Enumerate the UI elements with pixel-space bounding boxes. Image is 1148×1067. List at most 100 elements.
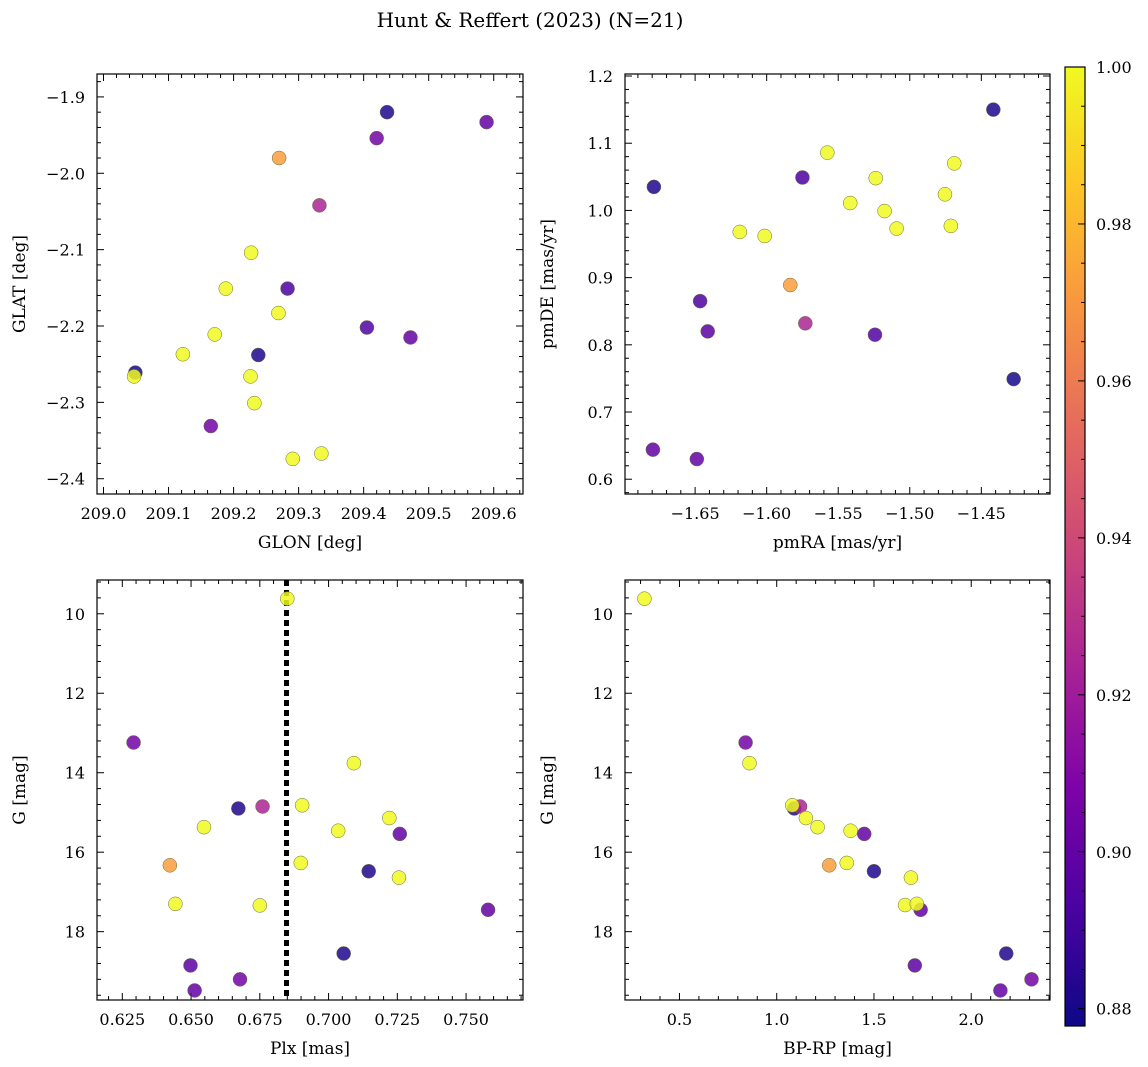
data-point: [700, 324, 715, 339]
data-point: [839, 855, 854, 871]
data-point: [232, 972, 248, 987]
plot-frame: [96, 73, 524, 495]
data-point: [637, 591, 652, 606]
y-tick-label: 0.9: [588, 269, 613, 288]
data-point: [126, 369, 142, 384]
data-point: [336, 946, 351, 961]
data-points: [637, 591, 1039, 998]
data-point: [798, 810, 814, 826]
data-point: [203, 418, 219, 434]
x-tick-label: 209.0: [81, 504, 127, 523]
x-tick-label: 0.725: [374, 1010, 420, 1029]
y-tick-label: 1.0: [588, 201, 613, 220]
plot-frame: [624, 579, 1051, 1001]
y-tick-label: −2.0: [46, 164, 85, 183]
data-point: [314, 446, 329, 461]
y-tick-label: 16: [593, 843, 613, 862]
data-point: [218, 281, 234, 296]
data-point: [392, 826, 408, 842]
y-tick-label: 12: [593, 684, 613, 703]
colorbar: 0.88 0.90 0.92 0.94 0.96 0.98 1.00: [1064, 58, 1132, 1027]
data-point: [361, 864, 376, 879]
data-point: [369, 130, 384, 146]
data-point: [757, 228, 772, 244]
x-tick-label: 1.0: [764, 1010, 789, 1029]
data-point: [907, 958, 923, 973]
data-point: [280, 591, 295, 606]
data-point: [271, 305, 286, 321]
scatter-panel-3: 0.625 0.650 0.675 0.700 0.725 0.750 10 12 14 16 18…: [10, 579, 524, 1059]
y-tick-label: −2.3: [46, 393, 85, 412]
y-tick-label: 18: [65, 923, 85, 942]
data-points: [645, 102, 1021, 467]
data-point: [998, 946, 1014, 961]
colorbar-tick-label: 0.98: [1096, 215, 1132, 234]
data-point: [843, 823, 858, 838]
x-tick-label: 0.650: [168, 1010, 214, 1029]
y-tick-label: 16: [65, 843, 85, 862]
data-point: [162, 858, 178, 873]
y-tick-label: 10: [593, 605, 613, 624]
data-point: [255, 799, 270, 814]
tick-marks: [625, 580, 1050, 1000]
data-point: [842, 195, 858, 211]
x-tick-label: 1.5: [861, 1010, 886, 1029]
y-tick-label: 14: [593, 764, 613, 783]
y-axis-label: GLAT [deg]: [10, 235, 30, 333]
data-point: [810, 819, 825, 835]
y-tick-label: 1.1: [588, 134, 613, 153]
data-point: [821, 858, 837, 873]
colorbar-gradient: [1064, 66, 1086, 1027]
data-point: [645, 442, 661, 457]
x-tick-label: 209.2: [211, 504, 257, 523]
data-point: [732, 224, 748, 240]
tick-marks: [97, 74, 523, 495]
x-tick-label: 0.625: [99, 1010, 145, 1029]
y-tick-label: 0.7: [588, 403, 613, 422]
x-tick-label: 2.0: [958, 1010, 983, 1029]
y-tick-label: 14: [65, 764, 85, 783]
data-point: [379, 104, 395, 120]
x-axis-label: BP-RP [mag]: [783, 1039, 892, 1059]
x-axis-label: pmRA [mas/yr]: [773, 533, 902, 553]
tick-marks: [625, 74, 1050, 494]
data-point: [889, 221, 904, 236]
data-point: [867, 327, 883, 342]
data-point: [247, 395, 262, 411]
data-point: [868, 170, 883, 186]
x-tick-label: 209.1: [146, 504, 192, 523]
x-tick-label: −1.45: [957, 504, 1006, 523]
data-point: [252, 898, 268, 913]
data-point: [820, 145, 835, 160]
data-point: [1006, 371, 1021, 387]
x-tick-label: 0.5: [667, 1010, 692, 1029]
colorbar-tick-label: 0.92: [1096, 686, 1132, 705]
data-point: [403, 330, 418, 345]
y-tick-label: 18: [593, 923, 613, 942]
data-point: [330, 823, 346, 838]
colorbar-tick-label: 0.90: [1096, 843, 1132, 862]
data-point: [692, 293, 708, 309]
data-point: [126, 735, 141, 750]
data-point: [947, 156, 962, 171]
data-point: [993, 983, 1008, 998]
x-tick-label: 209.3: [276, 504, 322, 523]
data-point: [187, 983, 202, 998]
colorbar-tick-label: 1.00: [1096, 58, 1132, 77]
data-point: [243, 245, 259, 260]
data-points: [126, 591, 496, 998]
data-point: [293, 855, 309, 871]
data-point: [183, 958, 198, 973]
data-point: [689, 451, 705, 467]
data-point: [231, 801, 246, 816]
data-point: [903, 870, 919, 885]
plot-frame: [624, 73, 1051, 495]
colorbar-tick-label: 0.88: [1096, 1000, 1132, 1019]
figure-title: Hunt & Reffert (2023) (N=21): [377, 8, 684, 32]
scatter-panel-4: 0.5 1.0 1.5 2.0 10 12 14 16 18 BP-RP [mag] G [mag]: [538, 579, 1051, 1059]
colorbar-tick-label: 0.96: [1096, 372, 1132, 391]
plot-frame: [96, 579, 524, 1001]
y-tick-label: −1.9: [46, 88, 85, 107]
x-tick-label: 0.675: [237, 1010, 283, 1029]
